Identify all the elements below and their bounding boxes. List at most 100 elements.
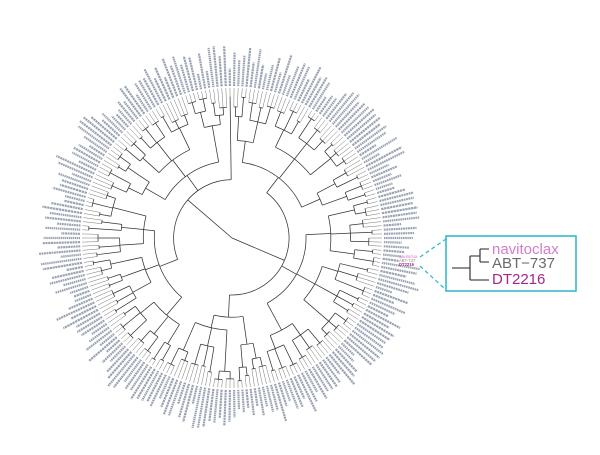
leaf-stub bbox=[345, 320, 354, 327]
tree-branch bbox=[142, 157, 160, 173]
leaf-stub bbox=[173, 359, 182, 377]
leaf-stub bbox=[155, 358, 161, 368]
leaf-stub bbox=[367, 267, 379, 271]
tree-branch-arc bbox=[298, 354, 306, 360]
leaf-label-mark bbox=[349, 116, 381, 143]
leaf-label-mark bbox=[99, 333, 115, 347]
leaf-stub bbox=[103, 309, 115, 317]
leaf-stub bbox=[248, 375, 251, 387]
tree-branch bbox=[231, 237, 285, 261]
leaf-stub bbox=[84, 264, 94, 267]
leaf-label-mark bbox=[378, 188, 406, 199]
leaf-label-mark bbox=[297, 78, 310, 102]
leaf-label-mark bbox=[88, 144, 105, 157]
leaf-label-mark bbox=[158, 376, 171, 399]
leaf-stub bbox=[185, 363, 192, 381]
leaf-label-mark bbox=[49, 211, 82, 219]
leaf-label-mark bbox=[381, 206, 418, 215]
tree-branch bbox=[259, 357, 263, 367]
tree-branch-arc bbox=[110, 182, 114, 190]
leaf-label-mark bbox=[115, 113, 130, 128]
leaf-label-mark bbox=[354, 125, 387, 150]
tree-branch bbox=[291, 121, 299, 135]
tree-branch-arc bbox=[271, 369, 275, 372]
leaf-label-mark bbox=[134, 83, 153, 110]
tree-branch bbox=[118, 166, 126, 172]
leaf-label-mark bbox=[61, 232, 81, 235]
ring-leaf-navitoclax: navitoclax bbox=[399, 254, 419, 259]
tree-branch bbox=[310, 158, 331, 176]
leaf-stub bbox=[118, 329, 126, 336]
leaf-stub bbox=[94, 178, 113, 187]
leaf-stub bbox=[88, 193, 107, 200]
leaf-stub bbox=[173, 99, 182, 117]
leaf-label-mark bbox=[304, 370, 319, 393]
leaf-label-mark bbox=[223, 46, 227, 87]
tree-branch-arc bbox=[275, 125, 292, 135]
tree-branch-arc bbox=[251, 368, 256, 370]
leaf-stub bbox=[94, 289, 112, 298]
tree-branch-arc bbox=[117, 165, 120, 169]
leaf-label-mark bbox=[161, 58, 179, 97]
leaf-label-mark bbox=[117, 101, 136, 123]
leaf-label-mark bbox=[383, 231, 415, 235]
leaf-stub bbox=[87, 274, 103, 279]
leaf-stub bbox=[266, 92, 271, 107]
tree-branch bbox=[140, 330, 151, 342]
leaf-stub bbox=[319, 125, 332, 139]
tree-branch bbox=[153, 341, 166, 360]
leaf-stub bbox=[141, 117, 149, 127]
leaf-stub bbox=[273, 95, 279, 109]
leaf-label-mark bbox=[331, 351, 355, 377]
tree-branch bbox=[121, 268, 146, 278]
tree-branch-arc bbox=[307, 116, 315, 122]
leaf-stub bbox=[159, 106, 165, 116]
leaf-label-mark bbox=[218, 389, 223, 419]
leaf-stub bbox=[358, 174, 369, 180]
tree-branch bbox=[283, 344, 294, 365]
leaf-label-mark bbox=[337, 102, 366, 131]
leaf-label-mark bbox=[372, 172, 392, 183]
leaf-label-mark bbox=[143, 68, 164, 104]
tree-branch bbox=[339, 289, 359, 300]
leaf-stub bbox=[255, 368, 259, 386]
tree-branch bbox=[130, 319, 147, 336]
leaf-label-mark bbox=[375, 182, 393, 191]
leaf-stub bbox=[217, 88, 220, 108]
inset-frame bbox=[445, 235, 577, 292]
leaf-label-mark bbox=[300, 372, 318, 402]
leaf-stub bbox=[87, 197, 94, 200]
leaf-stub bbox=[83, 260, 94, 263]
tree-branch bbox=[194, 344, 202, 365]
leaf-stub bbox=[305, 355, 312, 366]
leaf-stub bbox=[85, 205, 92, 208]
leaf-stub bbox=[258, 366, 263, 385]
tree-branch bbox=[143, 229, 155, 232]
leaf-stub bbox=[366, 213, 381, 217]
leaf-stub bbox=[110, 315, 126, 327]
tree-branch-arc bbox=[321, 312, 336, 330]
leaf-label-mark bbox=[325, 356, 341, 375]
leaf-label-mark bbox=[382, 253, 403, 258]
leaf-label-mark bbox=[300, 66, 322, 104]
tree-branch-arc bbox=[332, 180, 338, 188]
leaf-stub bbox=[123, 133, 134, 144]
tree-branch bbox=[140, 301, 155, 314]
leaf-label-mark bbox=[311, 366, 330, 392]
tree-branch bbox=[278, 158, 295, 179]
tree-branch bbox=[334, 312, 347, 322]
tree-branch-arc bbox=[111, 290, 116, 297]
leaf-label-mark bbox=[237, 59, 241, 87]
tree-branch-arc bbox=[120, 323, 126, 330]
leaf-label-mark bbox=[57, 245, 81, 249]
leaf-stub bbox=[82, 252, 97, 255]
leaf-stub bbox=[298, 359, 305, 370]
leaf-label-mark bbox=[77, 125, 110, 150]
leaf-stub bbox=[289, 365, 294, 375]
tree-branch bbox=[349, 223, 363, 226]
tree-branch bbox=[119, 156, 131, 165]
tree-branch bbox=[350, 231, 373, 234]
tree-branch-arc bbox=[289, 362, 297, 367]
leaf-label-mark bbox=[205, 70, 211, 88]
tree-branch bbox=[266, 302, 282, 331]
